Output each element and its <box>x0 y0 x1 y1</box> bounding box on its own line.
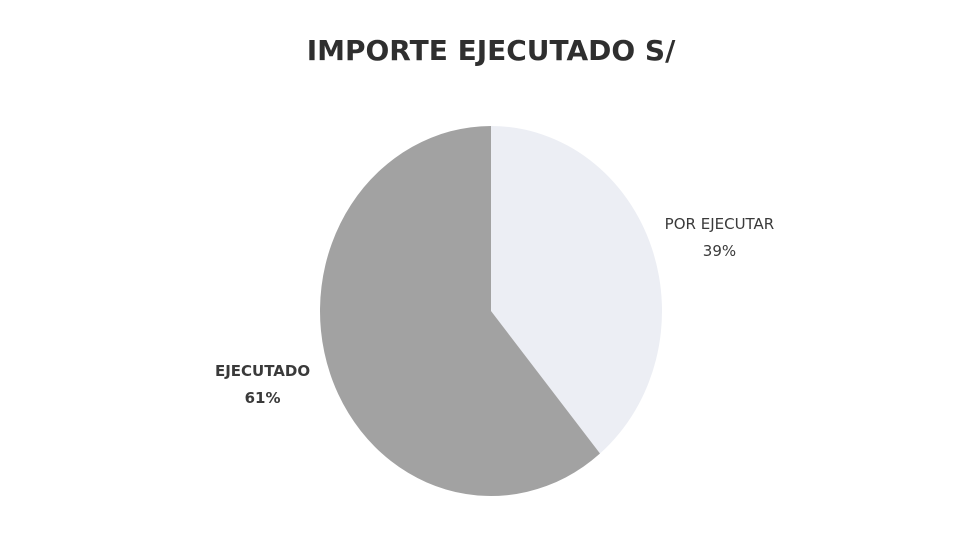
pie-slice <box>320 126 600 496</box>
slice-value-label: 39% <box>703 242 736 260</box>
chart-title: IMPORTE EJECUTADO S/ <box>307 34 676 67</box>
slice-value-label: 61% <box>245 389 281 407</box>
slice-label: POR EJECUTAR <box>665 215 775 233</box>
slice-label: EJECUTADO <box>215 362 310 380</box>
pie-slice <box>491 126 663 454</box>
